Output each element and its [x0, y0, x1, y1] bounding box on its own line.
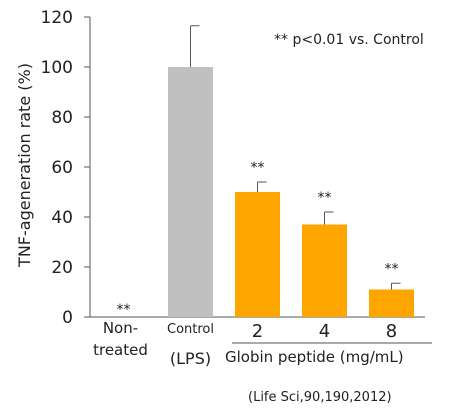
x-tick-label: 2: [252, 321, 263, 342]
significance-marker: **: [117, 302, 131, 318]
group-label: Globin peptide (mg/mL): [225, 348, 404, 366]
bar: [235, 192, 280, 317]
bar: [369, 289, 414, 317]
y-tick-label: 0: [62, 308, 73, 328]
bar: [302, 224, 347, 317]
significance-marker: **: [251, 160, 265, 176]
y-tick-label: 100: [41, 58, 73, 78]
x-tick-label: treated: [93, 341, 148, 359]
significance-marker: **: [385, 261, 399, 277]
x-tick-label: (LPS): [170, 349, 211, 368]
y-tick-label: 40: [51, 208, 73, 228]
x-tick-label: 4: [319, 321, 330, 342]
y-tick-label: 80: [51, 108, 73, 128]
significance-marker: **: [318, 190, 332, 206]
significance-note: ** p<0.01 vs. Control: [274, 32, 424, 48]
y-tick-label: 60: [51, 158, 73, 178]
x-tick-label: Non-: [103, 319, 138, 337]
x-tick-label: Control: [167, 322, 214, 337]
bar: [168, 67, 213, 317]
y-tick-label: 20: [51, 258, 73, 278]
citation: (Life Sci,90,190,2012): [248, 390, 392, 405]
x-tick-label: 8: [386, 321, 397, 342]
plot-area: 020406080100120**Non-treatedControl(LPS)…: [41, 8, 425, 368]
y-axis-label: TNF-ageneration rate (%): [15, 63, 34, 268]
y-tick-label: 120: [41, 8, 73, 28]
